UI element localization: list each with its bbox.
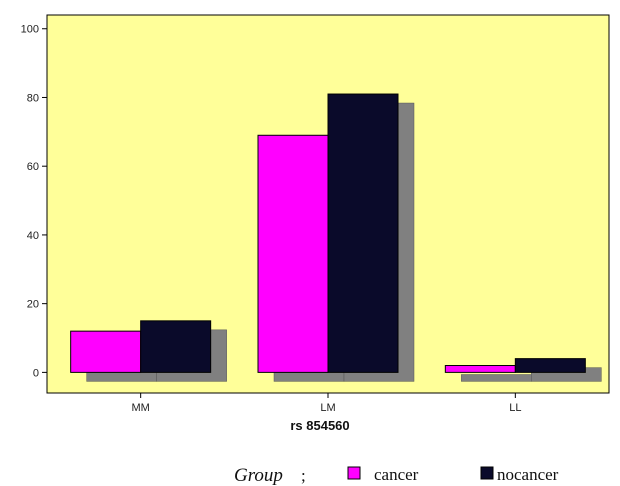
bar-shadow-LL-cancer (461, 374, 532, 382)
bar-MM-nocancer (140, 320, 212, 373)
y-tick-label: 80 (27, 92, 39, 104)
legend-separator: ; (301, 466, 306, 485)
x-axis: MM LM LL (132, 393, 521, 414)
bars (70, 93, 586, 373)
y-tick-label: 60 (27, 161, 39, 173)
y-tick-label: 20 (27, 299, 39, 311)
y-tick-label: 0 (33, 367, 39, 379)
bar-LM-cancer (257, 134, 329, 373)
x-tick-label-LL: LL (509, 402, 521, 414)
legend-label-nocancer: nocancer (497, 465, 559, 484)
y-tick-label: 40 (27, 230, 39, 242)
y-axis: 0 20 40 60 80 100 (21, 24, 47, 379)
x-tick-label-LM: LM (320, 402, 335, 414)
legend-swatch-cancer (347, 466, 361, 480)
y-tick-label: 100 (21, 24, 39, 36)
bar-LL-cancer (444, 365, 516, 373)
bar-LL-nocancer (514, 358, 586, 373)
legend-title: Group (234, 465, 283, 486)
bar-LM-nocancer (327, 93, 399, 373)
legend-swatch-nocancer (480, 466, 494, 480)
legend-label-cancer: cancer (374, 465, 419, 484)
x-tick-label-MM: MM (132, 402, 150, 414)
bar-MM-cancer (70, 330, 142, 373)
legend: Group ; cancer nocancer (234, 465, 559, 486)
x-axis-title: rs 854560 (290, 418, 349, 433)
